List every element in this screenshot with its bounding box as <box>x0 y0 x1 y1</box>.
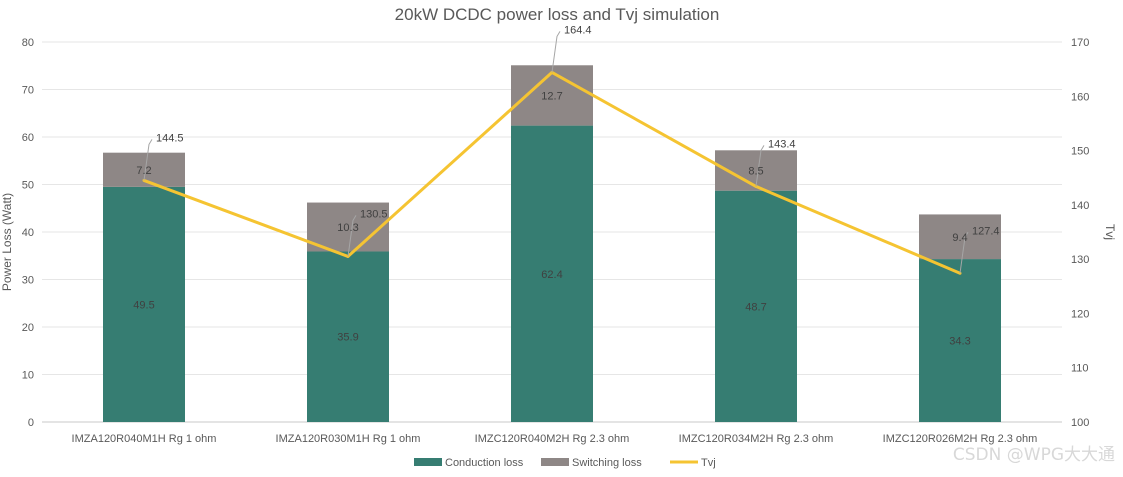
y-tick-label: 60 <box>22 132 34 144</box>
tvj-label: 143.4 <box>768 138 796 150</box>
switching-loss-label: 9.4 <box>952 232 967 244</box>
bars <box>103 65 1001 422</box>
switching-loss-label: 12.7 <box>541 90 562 102</box>
watermark: CSDN @WPG大大通 <box>952 445 1115 465</box>
legend-label: Tvj <box>701 457 716 469</box>
switching-loss-label: 7.2 <box>136 165 151 177</box>
y2-tick-label: 160 <box>1071 91 1089 103</box>
y2-tick-label: 140 <box>1071 200 1089 212</box>
legend-label: Switching loss <box>572 457 642 469</box>
conduction-loss-bar <box>103 186 185 422</box>
y2-tick-label: 110 <box>1071 363 1089 375</box>
conduction-loss-bar <box>715 190 797 422</box>
tvj-leader-line <box>551 31 561 73</box>
legend-swatch <box>414 458 442 466</box>
tvj-leader-line <box>755 145 765 187</box>
switching-loss-bar <box>307 202 389 252</box>
tvj-label: 130.5 <box>360 208 388 220</box>
data-labels: 49.5 7.2 35.9 10.3 62.4 12.7 48.7 8.5 34.3 9.4 144… <box>133 24 999 347</box>
y-tick-label: 20 <box>22 322 34 334</box>
switching-loss-bar <box>919 214 1001 260</box>
x-tick-label: IMZA120R040M1H Rg 1 ohm <box>72 433 217 445</box>
y2-tick-label: 100 <box>1071 417 1089 429</box>
tvj-leader-line <box>143 139 153 181</box>
conduction-loss-bar <box>511 125 593 422</box>
y2-tick-label: 170 <box>1071 37 1089 49</box>
y-tick-label: 50 <box>22 180 34 192</box>
y-axis-title: Power Loss (Watt) <box>0 193 14 291</box>
legend-swatch <box>541 458 569 466</box>
y-tick-label: 80 <box>22 37 34 49</box>
chart-title: 20kW DCDC power loss and Tvj simulation <box>395 5 720 24</box>
conduction-loss-label: 48.7 <box>745 301 766 313</box>
y2-tick-label: 130 <box>1071 254 1089 266</box>
conduction-loss-bar <box>307 251 389 422</box>
tvj-label: 164.4 <box>564 24 592 36</box>
x-tick-label: IMZC120R034M2H Rg 2.3 ohm <box>679 433 834 445</box>
y-tick-label: 40 <box>22 227 34 239</box>
y2-tick-label: 150 <box>1071 146 1089 158</box>
tvj-label: 127.4 <box>972 225 1000 237</box>
conduction-loss-bar <box>919 259 1001 422</box>
x-tick-label: IMZC120R040M2H Rg 2.3 ohm <box>475 433 630 445</box>
legend-label: Conduction loss <box>445 457 524 469</box>
y-tick-label: 10 <box>22 370 34 382</box>
switching-loss-label: 10.3 <box>337 222 358 234</box>
conduction-loss-label: 35.9 <box>337 332 358 344</box>
tvj-leader-line <box>959 231 969 274</box>
conduction-loss-label: 62.4 <box>541 269 562 281</box>
x-tick-label: IMZC120R026M2H Rg 2.3 ohm <box>883 433 1038 445</box>
axis-ticks: 0 10 20 30 40 50 60 70 80 100 110 120 130 140 150 160 17… <box>22 37 1090 445</box>
conduction-loss-label: 34.3 <box>949 336 970 348</box>
y-tick-label: 30 <box>22 275 34 287</box>
y-tick-label: 0 <box>28 417 34 429</box>
tvj-leader-line <box>347 215 357 257</box>
conduction-loss-label: 49.5 <box>133 299 154 311</box>
legend: Conduction loss Switching loss Tvj <box>414 457 716 469</box>
y2-tick-label: 120 <box>1071 308 1089 320</box>
y-tick-label: 70 <box>22 85 34 97</box>
switching-loss-label: 8.5 <box>748 165 763 177</box>
y2-axis-title: Tvj <box>1103 224 1117 240</box>
x-tick-label: IMZA120R030M1H Rg 1 ohm <box>276 433 421 445</box>
tvj-label: 144.5 <box>156 132 184 144</box>
tvj-line-group <box>142 31 969 275</box>
